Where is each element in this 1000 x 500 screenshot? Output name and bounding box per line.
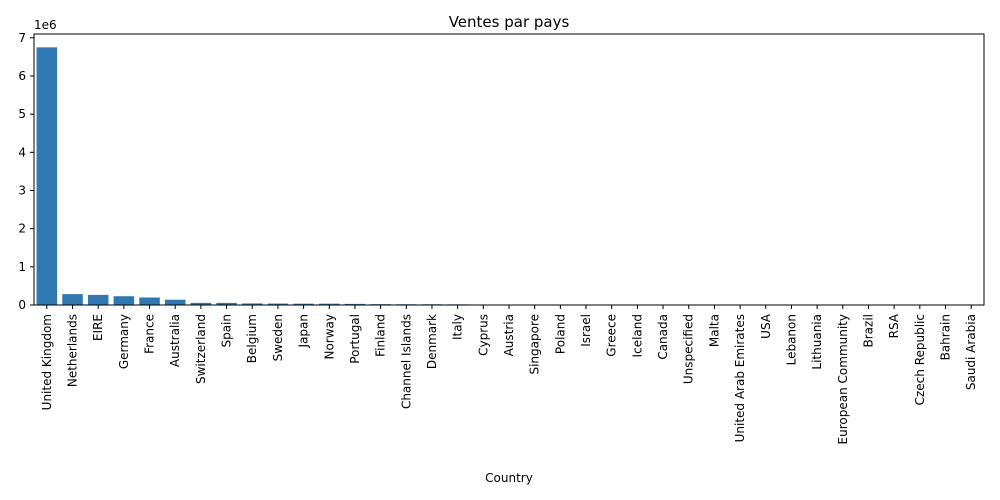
bars — [36, 47, 982, 305]
bar — [36, 47, 58, 305]
x-tick-label: Bahrain — [938, 314, 952, 360]
bar — [164, 299, 186, 305]
x-tick-label: Czech Republic — [913, 314, 927, 405]
bar — [319, 303, 340, 305]
x-tick-label: Lithuania — [810, 314, 824, 370]
x-tick-label: Australia — [168, 314, 182, 367]
x-tick-label: Cyprus — [476, 314, 490, 356]
bar — [87, 294, 109, 305]
x-tick-label: Switzerland — [194, 314, 208, 384]
bar — [62, 294, 83, 305]
x-tick-label: Unspecified — [682, 314, 696, 384]
x-tick-label: Germany — [117, 314, 131, 369]
bar — [344, 303, 366, 305]
bar — [190, 302, 212, 305]
x-tick-label: Japan — [297, 314, 311, 348]
x-tick-label: Iceland — [630, 314, 644, 357]
x-tick-label: United Arab Emirates — [733, 314, 747, 442]
x-axis-ticks: United Kingdom Netherlands EIRE Germany Fran… — [40, 305, 978, 444]
bar — [293, 303, 314, 305]
x-tick-label: Finland — [374, 314, 388, 357]
x-tick-label: Greece — [605, 314, 619, 357]
bar — [139, 297, 160, 305]
x-tick-label: European Community — [836, 314, 850, 444]
x-tick-label: Canada — [656, 314, 670, 360]
x-tick-label: Norway — [322, 314, 336, 360]
y-axis-ticks: 0 1 2 3 4 5 6 7 — [18, 31, 34, 312]
x-tick-label: France — [143, 314, 157, 354]
x-tick-label: Poland — [553, 314, 567, 354]
x-tick-label: Spain — [220, 314, 234, 348]
bar — [113, 296, 135, 305]
plot-frame — [33, 33, 985, 306]
x-tick-label: United Kingdom — [40, 314, 54, 410]
x-tick-label: Sweden — [271, 314, 285, 361]
x-tick-label: Belgium — [245, 314, 259, 363]
x-tick-label: Netherlands — [66, 314, 80, 387]
y-tick-label: 5 — [18, 107, 26, 121]
x-tick-label: Denmark — [425, 314, 439, 369]
y-tick-label: 6 — [18, 69, 26, 83]
y-tick-label: 4 — [18, 145, 26, 159]
x-tick-label: Israel — [579, 314, 593, 347]
x-tick-label: Austria — [502, 314, 516, 356]
bar — [216, 302, 237, 305]
chart-title: Ventes par pays — [449, 13, 570, 31]
x-tick-label: Italy — [451, 314, 465, 340]
y-tick-label: 2 — [18, 222, 26, 236]
y-tick-label: 1 — [18, 260, 26, 274]
y-tick-label: 7 — [18, 31, 26, 45]
x-tick-label: Singapore — [528, 314, 542, 375]
x-tick-label: RSA — [887, 313, 901, 338]
bar — [267, 303, 289, 305]
y-tick-label: 3 — [18, 183, 26, 197]
x-tick-label: Saudi Arabia — [964, 314, 978, 390]
x-tick-label: USA — [759, 313, 773, 339]
x-axis-label: Country — [485, 471, 533, 485]
y-tick-label: 0 — [18, 298, 26, 312]
y-scale-label: 1e6 — [34, 18, 57, 32]
x-tick-label: Brazil — [861, 314, 875, 348]
x-tick-label: Lebanon — [784, 314, 798, 365]
x-tick-label: Malta — [707, 314, 721, 347]
x-tick-label: EIRE — [91, 314, 105, 341]
x-tick-label: Portugal — [348, 314, 362, 364]
x-tick-label: Channel Islands — [399, 314, 413, 409]
bar — [241, 303, 263, 305]
